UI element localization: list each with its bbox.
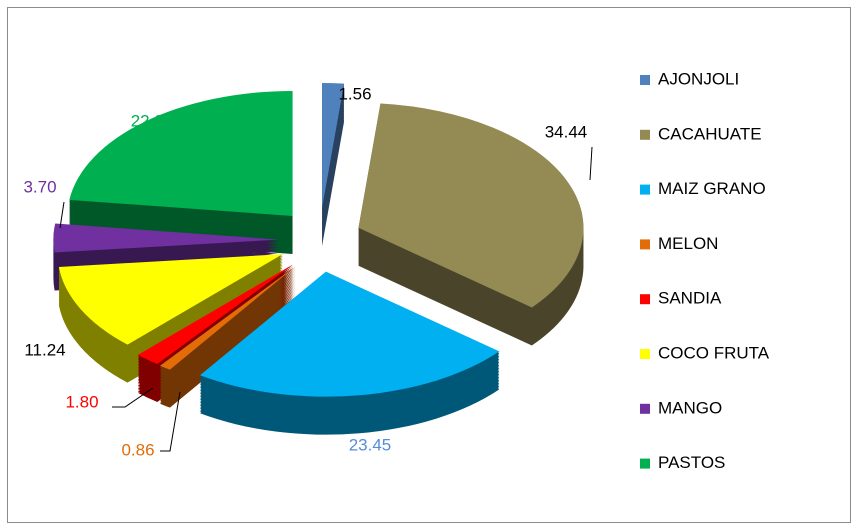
legend-label: MELON bbox=[658, 234, 718, 253]
legend-swatch bbox=[640, 349, 650, 359]
legend-swatch bbox=[640, 129, 650, 140]
legend-swatch bbox=[640, 403, 650, 414]
slice-top bbox=[160, 266, 296, 370]
legend-swatch bbox=[640, 184, 650, 195]
slice-side bbox=[160, 266, 296, 408]
legend-label: COCO FRUTA bbox=[658, 343, 770, 362]
data-label: 0.86 bbox=[121, 440, 154, 459]
leader-line bbox=[59, 201, 65, 229]
legend-swatch bbox=[640, 458, 650, 469]
legend-swatch bbox=[640, 75, 650, 85]
legend-label: MAIZ GRANO bbox=[658, 179, 766, 198]
data-label: 23.45 bbox=[349, 435, 392, 454]
legend-label: CACAHUATE bbox=[658, 124, 762, 143]
slice-top bbox=[322, 83, 345, 209]
data-label: 34.44 bbox=[545, 122, 588, 141]
data-label: 3.70 bbox=[23, 177, 56, 196]
slice-top bbox=[69, 90, 293, 216]
data-label: 11.24 bbox=[24, 340, 65, 359]
legend-label: MANGO bbox=[658, 398, 722, 417]
slice-top bbox=[53, 223, 279, 253]
pie-slice bbox=[160, 266, 296, 408]
data-label: 22.95 bbox=[131, 111, 174, 130]
pie-slice bbox=[200, 271, 500, 435]
legend-swatch bbox=[640, 294, 650, 305]
leader-line bbox=[589, 146, 593, 181]
leader-line bbox=[112, 387, 154, 408]
legend-swatch bbox=[640, 239, 650, 250]
legend-label: SANDIA bbox=[658, 289, 722, 308]
slice-top bbox=[358, 103, 584, 308]
legend-label: PASTOS bbox=[658, 453, 725, 472]
pie-slice bbox=[358, 103, 584, 346]
pie-slice bbox=[69, 90, 293, 254]
slice-top bbox=[137, 264, 294, 365]
slice-top bbox=[58, 254, 283, 345]
slice-top bbox=[200, 271, 500, 397]
pie-slice bbox=[58, 254, 283, 383]
data-label: 1.80 bbox=[65, 392, 98, 411]
legend-label: AJONJOLI bbox=[658, 69, 739, 88]
data-label: 1.56 bbox=[338, 84, 371, 103]
pie-slice bbox=[322, 83, 345, 247]
leader-line bbox=[160, 391, 181, 452]
